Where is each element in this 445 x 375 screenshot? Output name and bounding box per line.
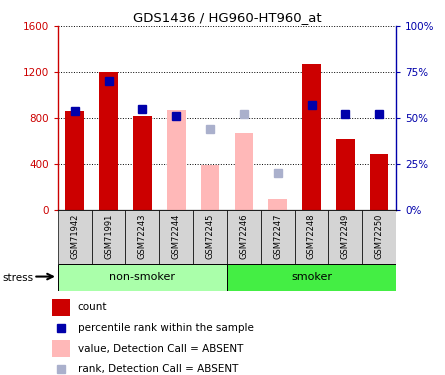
Text: GSM72245: GSM72245 — [206, 213, 214, 259]
Bar — [370, 154, 388, 210]
Text: count: count — [78, 302, 107, 312]
Bar — [362, 210, 396, 264]
Text: GSM72248: GSM72248 — [307, 213, 316, 259]
Bar — [193, 210, 227, 264]
Bar — [167, 110, 186, 210]
Text: percentile rank within the sample: percentile rank within the sample — [78, 323, 254, 333]
Text: smoker: smoker — [291, 273, 332, 282]
Bar — [92, 210, 125, 264]
Bar — [227, 210, 261, 264]
Bar — [133, 116, 152, 210]
Bar — [268, 199, 287, 210]
Text: GSM72246: GSM72246 — [239, 213, 248, 259]
Text: non-smoker: non-smoker — [109, 273, 175, 282]
Bar — [227, 264, 396, 291]
Bar — [295, 210, 328, 264]
Bar — [336, 139, 355, 210]
Bar — [99, 72, 118, 210]
Title: GDS1436 / HG960-HT960_at: GDS1436 / HG960-HT960_at — [133, 11, 321, 24]
Bar — [58, 210, 92, 264]
Bar — [328, 210, 362, 264]
Text: GSM71942: GSM71942 — [70, 213, 79, 259]
Bar — [58, 264, 227, 291]
Text: GSM72250: GSM72250 — [375, 213, 384, 259]
Bar — [53, 340, 70, 357]
Text: GSM72243: GSM72243 — [138, 213, 147, 259]
Bar — [159, 210, 193, 264]
Text: GSM72247: GSM72247 — [273, 213, 282, 259]
Text: value, Detection Call = ABSENT: value, Detection Call = ABSENT — [78, 344, 243, 354]
Text: GSM71991: GSM71991 — [104, 213, 113, 259]
Bar — [53, 299, 70, 316]
Bar — [201, 165, 219, 210]
Bar — [235, 133, 253, 210]
Bar — [302, 64, 321, 210]
Bar — [65, 111, 84, 210]
Text: stress: stress — [2, 273, 33, 283]
Text: GSM72249: GSM72249 — [341, 213, 350, 259]
Text: GSM72244: GSM72244 — [172, 213, 181, 259]
Bar — [261, 210, 295, 264]
Text: rank, Detection Call = ABSENT: rank, Detection Call = ABSENT — [78, 364, 238, 374]
Bar — [125, 210, 159, 264]
